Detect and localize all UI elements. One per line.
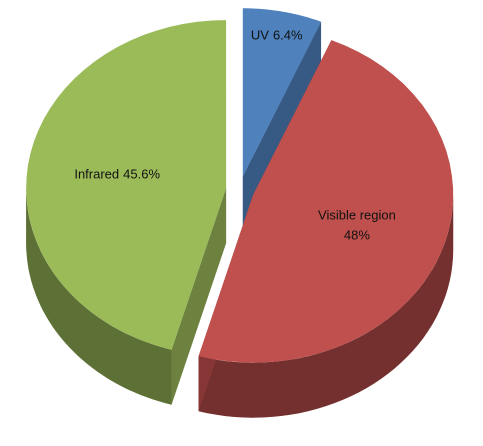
slice-value: 6.4% [273,28,303,43]
slice-label: UV 6.4% [251,28,303,43]
slice [26,20,227,350]
slice-cut [171,188,227,405]
slice [242,8,322,177]
slice-value: 48% [344,228,370,243]
slice-side-shade [198,194,454,418]
slice-category: UV [251,28,269,43]
slice-cut-shade [171,188,227,405]
slice-value: 45.6% [123,167,160,182]
slice [198,40,454,363]
slice-side [26,188,172,405]
slice-side [198,194,454,418]
slice-side-shade [26,188,172,405]
slice-label: Visible region 48% [318,208,396,243]
slice-label: Infrared 45.6% [74,167,160,182]
slice-category: Visible region [318,208,396,223]
slice-category: Infrared [74,167,119,182]
